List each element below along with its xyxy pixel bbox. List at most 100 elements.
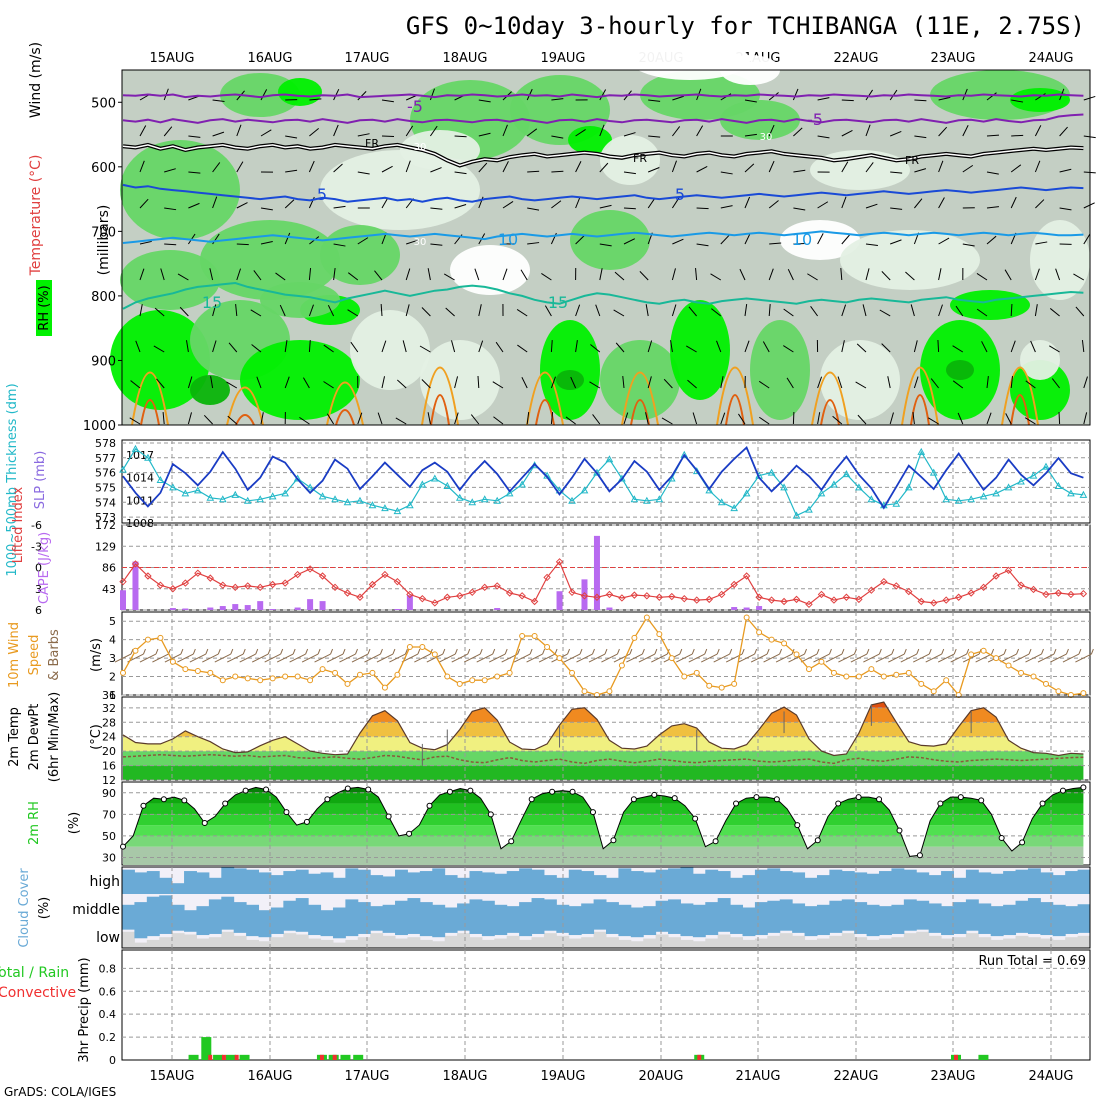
profile-wind-barb — [129, 417, 141, 425]
wind-barb — [314, 653, 331, 663]
cloud-cell — [1015, 921, 1029, 933]
cloud-cell — [395, 869, 408, 894]
pressure-tick-label: 600 — [91, 161, 116, 176]
wind-barb-flag — [679, 648, 683, 655]
wind-barb — [464, 653, 481, 663]
profile-wind-barb — [865, 124, 871, 137]
profile-wind-barb — [502, 124, 508, 137]
cloud-cell — [804, 906, 818, 921]
cloud-cell — [928, 921, 942, 933]
profile-wind-barb — [284, 199, 295, 209]
cloud-cell — [382, 935, 396, 948]
wind-barb-flag — [417, 648, 421, 655]
rh-point — [160, 796, 167, 803]
rh-point — [569, 788, 576, 795]
cloud-cell — [705, 869, 719, 894]
wind-speed-point — [494, 673, 501, 680]
thickness-point — [306, 483, 314, 491]
cloud-cell — [270, 907, 284, 921]
profile-wind-barb — [783, 345, 794, 353]
profile-wind-barb — [890, 130, 902, 137]
cloud-cell — [903, 933, 917, 948]
wind-barb — [688, 653, 705, 663]
lifted-index-point — [992, 572, 1000, 580]
rh-shading-area — [420, 340, 500, 420]
wind-speed-point — [756, 629, 763, 636]
cloud-cell — [531, 898, 545, 921]
profile-wind-barb — [986, 376, 989, 389]
wind-speed-point — [182, 666, 189, 673]
wind10-unit-label: (m/s) — [89, 638, 104, 672]
isotherm-20-arc — [716, 366, 754, 426]
wind-barb-flag — [654, 648, 658, 655]
profile-wind-barb — [962, 243, 975, 247]
profile-wind-barb — [454, 171, 467, 175]
profile-wind-barb — [374, 270, 383, 281]
wind-speed-point — [830, 669, 837, 676]
profile-wind-barb — [671, 160, 677, 173]
cloud-cell — [730, 877, 744, 894]
profile-wind-barb — [672, 126, 681, 137]
lifted-index-point — [717, 590, 726, 599]
cloud-cell — [916, 921, 930, 930]
isotherm-line — [122, 183, 1084, 203]
cloud-cell — [283, 871, 297, 894]
lifted-index-point — [331, 583, 339, 592]
cloud-cell — [606, 877, 619, 894]
profile-wind-barb — [430, 167, 442, 173]
cloud-cell — [481, 921, 495, 937]
profile-wind-barb — [647, 197, 656, 209]
thickness-point — [1054, 481, 1063, 489]
cloud-cell — [643, 921, 657, 936]
wind-barb — [788, 653, 805, 663]
wind-speed-point — [444, 673, 451, 680]
wind-speed-point — [806, 666, 812, 673]
cloud-cell — [407, 872, 421, 894]
date-label-bottom: 24AUG — [1028, 1069, 1073, 1084]
footer-credit: GrADS: COLA/IGES — [4, 1085, 116, 1099]
profile-wind-barb — [406, 239, 418, 245]
wind-barb-flag — [779, 648, 783, 655]
profile-wind-barb — [502, 268, 508, 281]
thickness-point — [855, 483, 863, 491]
cloud-cell — [1052, 875, 1066, 894]
wind-barb — [813, 653, 830, 663]
profile-wind-barb — [768, 303, 771, 317]
profile-wind-barb — [1059, 168, 1072, 173]
thickness-point — [917, 447, 926, 455]
rh-point — [120, 843, 126, 850]
profile-wind-barb — [1030, 340, 1036, 353]
cloud-cell — [171, 921, 185, 931]
wind-speed-point — [606, 688, 613, 695]
isotherm-20-arc — [1001, 366, 1039, 426]
wind-barb-flag — [629, 648, 633, 655]
profile-wind-barb — [938, 268, 942, 281]
thickness-tick-label: 576 — [95, 467, 116, 480]
wind-speed-point — [905, 669, 912, 676]
cloud-cell — [680, 903, 694, 921]
rh-point — [487, 811, 494, 818]
profile-wind-barb — [209, 268, 214, 281]
cloud-cell — [531, 937, 545, 948]
wind-barb-flag — [853, 648, 857, 655]
cloud-cell — [1003, 921, 1017, 936]
profile-wind-barb — [333, 268, 336, 281]
profile-wind-barb — [648, 135, 661, 138]
cloud-cell — [233, 935, 247, 948]
profile-wind-barb — [402, 340, 407, 353]
profile-wind-barb — [236, 124, 242, 137]
cloud-cell — [581, 937, 595, 948]
wind-speed-point — [257, 677, 264, 684]
cape-bar — [494, 608, 501, 610]
cloud-cell — [1077, 869, 1091, 894]
cloud-cell — [879, 906, 892, 921]
profile-wind-barb — [957, 412, 964, 425]
wind-speed-point — [332, 669, 339, 676]
isotherm-25-arc — [820, 399, 840, 426]
lifted-index-point — [693, 596, 701, 604]
cloud-cell — [903, 921, 917, 931]
wind-barb-flag — [903, 648, 907, 655]
profile-wind-barb — [1059, 126, 1068, 137]
cape-bar — [169, 608, 176, 610]
profile-wind-barb — [212, 340, 217, 353]
